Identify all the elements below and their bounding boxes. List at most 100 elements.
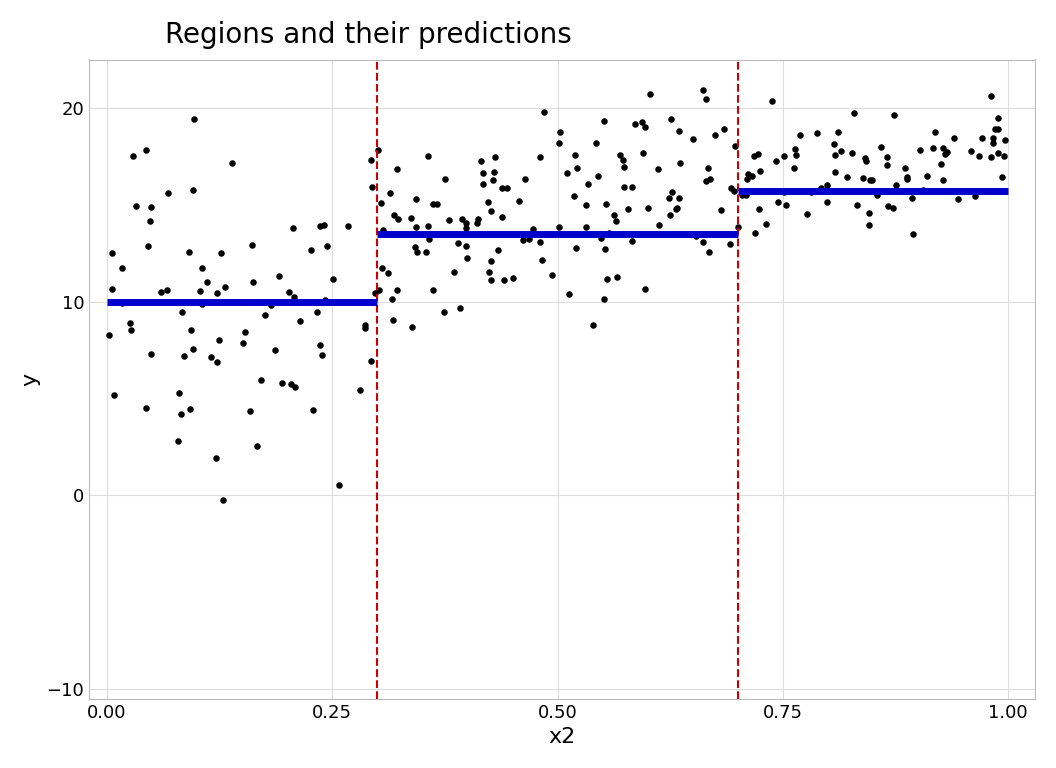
- Point: [283, 377, 300, 389]
- Point: [864, 174, 881, 187]
- Point: [483, 255, 499, 267]
- Point: [128, 200, 145, 213]
- Point: [495, 273, 512, 286]
- Point: [767, 154, 784, 167]
- Point: [121, 317, 138, 329]
- Point: [982, 151, 999, 163]
- Point: [137, 402, 154, 414]
- Point: [846, 108, 863, 120]
- Point: [373, 262, 390, 274]
- Point: [932, 157, 949, 170]
- Point: [384, 293, 401, 306]
- Point: [911, 144, 928, 156]
- Point: [880, 200, 897, 212]
- Point: [544, 269, 561, 281]
- Point: [366, 286, 383, 299]
- Point: [812, 182, 829, 194]
- Point: [567, 148, 584, 161]
- Point: [291, 315, 308, 327]
- Point: [985, 137, 1002, 149]
- Point: [458, 251, 475, 263]
- Point: [286, 290, 303, 303]
- Point: [706, 128, 723, 141]
- Point: [787, 143, 804, 155]
- Point: [671, 192, 687, 204]
- Point: [454, 213, 471, 225]
- Point: [381, 187, 398, 199]
- Point: [312, 339, 328, 351]
- Point: [489, 244, 506, 257]
- Point: [826, 137, 843, 150]
- Point: [747, 227, 763, 239]
- Point: [608, 271, 625, 283]
- Point: [474, 177, 491, 190]
- Point: [925, 142, 942, 154]
- Point: [362, 154, 379, 166]
- Point: [578, 220, 595, 233]
- Point: [385, 208, 402, 220]
- Point: [494, 182, 511, 194]
- Point: [274, 377, 290, 389]
- Point: [843, 147, 860, 160]
- Point: [207, 452, 224, 465]
- Point: [199, 276, 215, 288]
- Point: [830, 126, 847, 138]
- Point: [407, 240, 423, 253]
- Point: [384, 314, 401, 326]
- Point: [245, 276, 262, 288]
- Point: [668, 202, 685, 214]
- Point: [493, 211, 510, 223]
- Point: [770, 196, 787, 208]
- Point: [985, 132, 1002, 144]
- Point: [899, 174, 916, 186]
- Point: [140, 240, 157, 252]
- Point: [897, 162, 913, 174]
- Point: [113, 262, 130, 274]
- Point: [600, 227, 617, 240]
- Point: [598, 273, 615, 286]
- Point: [743, 170, 760, 182]
- Point: [695, 84, 712, 96]
- Point: [469, 217, 486, 230]
- Text: Regions and their predictions: Regions and their predictions: [165, 21, 571, 49]
- Point: [699, 162, 716, 174]
- Point: [838, 171, 855, 184]
- Point: [389, 283, 406, 296]
- Point: [752, 165, 769, 177]
- Point: [125, 151, 142, 163]
- Point: [534, 254, 551, 266]
- Point: [331, 478, 347, 491]
- Point: [994, 170, 1011, 183]
- Point: [270, 270, 287, 283]
- Point: [505, 271, 522, 283]
- Point: [159, 187, 176, 199]
- Point: [597, 243, 614, 256]
- Point: [854, 172, 871, 184]
- Point: [194, 298, 211, 310]
- Point: [868, 189, 885, 201]
- Point: [103, 247, 120, 259]
- Point: [357, 319, 374, 332]
- Point: [701, 246, 718, 258]
- Point: [775, 186, 792, 198]
- Point: [962, 144, 979, 157]
- Point: [786, 161, 803, 174]
- Point: [725, 227, 742, 240]
- Point: [352, 384, 369, 396]
- Point: [370, 144, 386, 156]
- Point: [671, 124, 687, 137]
- Point: [982, 89, 999, 101]
- Point: [312, 220, 328, 232]
- Point: [989, 111, 1006, 124]
- Point: [525, 223, 542, 236]
- Point: [626, 118, 643, 131]
- Point: [403, 321, 420, 333]
- Point: [408, 193, 425, 205]
- Point: [280, 286, 297, 298]
- Point: [996, 150, 1013, 162]
- Point: [635, 147, 652, 160]
- Point: [216, 281, 233, 293]
- Point: [317, 294, 334, 306]
- Point: [252, 373, 269, 386]
- Point: [966, 190, 983, 202]
